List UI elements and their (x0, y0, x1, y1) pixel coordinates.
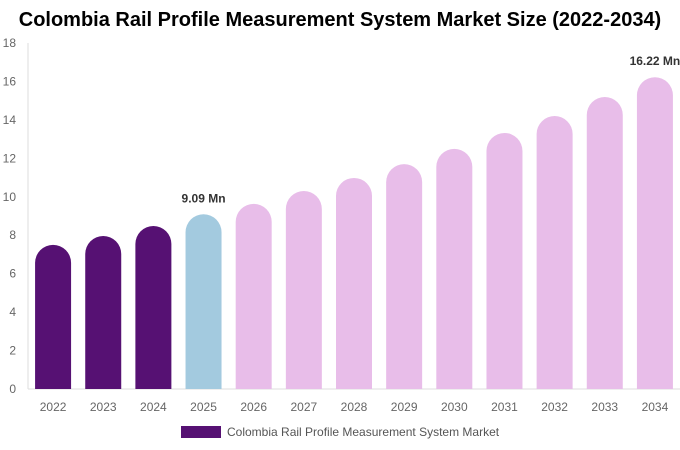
chart-title: Colombia Rail Profile Measurement System… (18, 9, 662, 31)
x-tick-label: 2032 (541, 400, 568, 414)
y-tick-label: 12 (3, 151, 17, 165)
x-tick-label: 2022 (40, 400, 67, 414)
bar (235, 203, 272, 389)
x-tick-label: 2027 (290, 400, 317, 414)
bar (536, 116, 573, 390)
x-tick-label: 2028 (341, 400, 368, 414)
y-tick-label: 18 (3, 36, 17, 50)
bar (85, 235, 122, 389)
x-tick-label: 2030 (441, 400, 468, 414)
bar (636, 77, 673, 390)
x-tick-label: 2029 (391, 400, 418, 414)
bar (586, 97, 623, 390)
x-tick-label: 2031 (491, 400, 518, 414)
data-label: 16.22 Mn (630, 54, 680, 68)
y-tick-label: 8 (9, 228, 16, 242)
x-tick-label: 2024 (140, 400, 167, 414)
x-tick-label: 2033 (591, 400, 618, 414)
bar (135, 226, 172, 389)
y-tick-label: 16 (3, 74, 17, 88)
y-tick-label: 10 (3, 190, 17, 204)
bar (336, 177, 372, 389)
x-tick-label: 2026 (240, 400, 267, 414)
y-tick-label: 0 (9, 382, 16, 396)
legend: Colombia Rail Profile Measurement System… (181, 425, 499, 439)
bar (185, 214, 222, 389)
x-tick-label: 2023 (90, 400, 117, 414)
bar (386, 164, 423, 389)
y-tick-label: 2 (9, 344, 16, 358)
x-tick-label: 2025 (190, 400, 217, 414)
y-tick-label: 4 (9, 305, 16, 319)
bar (486, 132, 523, 389)
y-tick-label: 6 (9, 267, 16, 281)
y-tick-label: 14 (3, 113, 17, 127)
legend-label: Colombia Rail Profile Measurement System… (227, 425, 500, 439)
x-tick-label: 2034 (642, 400, 669, 414)
bar (436, 148, 473, 389)
data-label: 9.09 Mn (182, 191, 226, 205)
legend-swatch (181, 426, 221, 438)
bar (285, 191, 322, 389)
bar (35, 244, 72, 389)
